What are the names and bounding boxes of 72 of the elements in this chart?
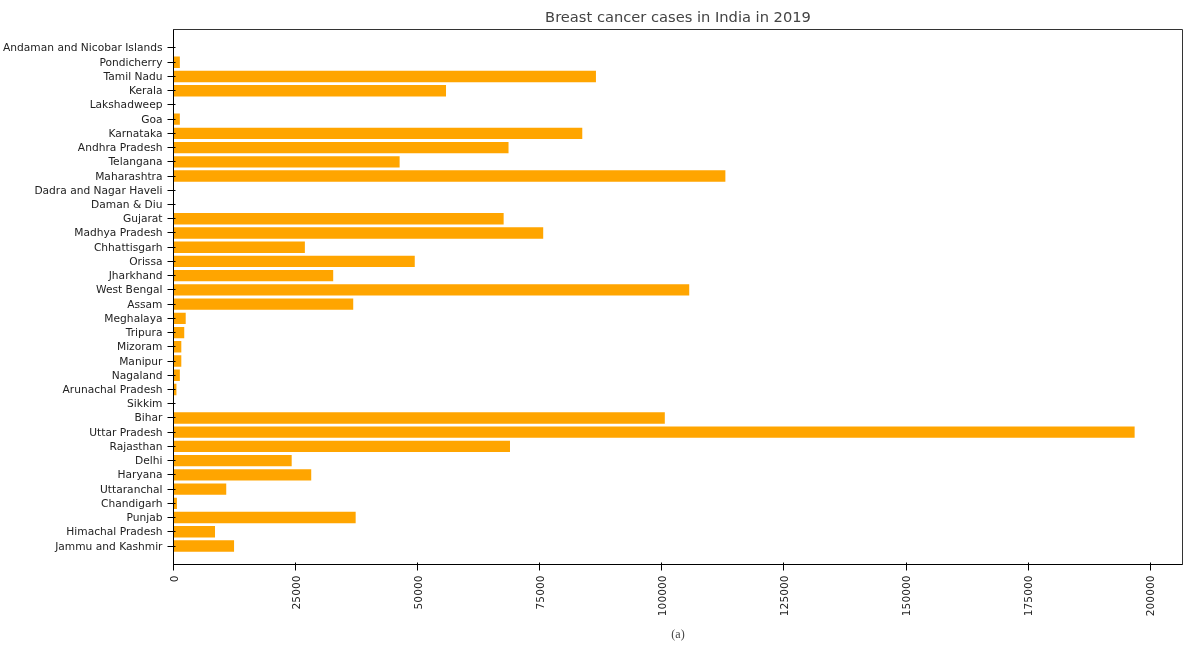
bar xyxy=(173,540,235,552)
y-tick-label: Jammu and Kashmir xyxy=(54,539,164,553)
bar xyxy=(173,426,1135,438)
y-tick-label: Orissa xyxy=(129,254,163,268)
bar xyxy=(173,84,447,97)
bar xyxy=(173,526,216,538)
y-tick-label: Lakshadweep xyxy=(89,98,163,112)
bar xyxy=(173,469,312,481)
y-tick-label: Haryana xyxy=(117,468,163,482)
x-tick-label: 150000 xyxy=(900,575,914,617)
y-tick-label: Daman & Diu xyxy=(91,198,163,212)
bar xyxy=(173,70,596,83)
y-tick-label: Andhra Pradesh xyxy=(77,141,163,155)
bar xyxy=(173,255,415,268)
y-tick-label: Himachal Pradesh xyxy=(66,525,163,539)
bar xyxy=(173,113,180,125)
y-tick-label: West Bengal xyxy=(96,283,163,297)
bar xyxy=(173,312,186,325)
y-tick-label: Meghalaya xyxy=(104,311,163,325)
bar xyxy=(173,127,583,140)
bar xyxy=(173,156,400,168)
y-tick-label: Maharashtra xyxy=(95,169,163,183)
bar xyxy=(173,440,510,453)
y-tick-label: Punjab xyxy=(126,511,163,525)
bar xyxy=(173,355,182,367)
text: (a) xyxy=(671,626,685,641)
y-tick-label: Pondicherry xyxy=(99,55,163,69)
y-tick-label: Nagaland xyxy=(111,368,163,382)
bar xyxy=(173,412,665,424)
y-tick-label: Goa xyxy=(141,112,163,126)
y-tick-label: Kerala xyxy=(129,84,163,98)
bar xyxy=(173,170,726,182)
x-tick-label: 50000 xyxy=(411,575,425,610)
y-tick-label: Uttar Pradesh xyxy=(89,425,163,439)
y-tick-label: Assam xyxy=(127,297,163,311)
bar xyxy=(173,483,227,495)
y-tick-label: Tripura xyxy=(124,326,163,340)
x-tick-label: 75000 xyxy=(533,575,547,610)
y-tick-label: Gujarat xyxy=(122,212,163,226)
y-tick-label: Chandigarh xyxy=(101,496,163,510)
y-tick-label: Telangana xyxy=(107,155,163,169)
chart-title: Breast cancer cases in India in 2019 xyxy=(545,7,811,25)
bar xyxy=(173,298,354,310)
bar xyxy=(173,454,292,467)
y-tick-label: Dadra and Nagar Haveli xyxy=(34,183,163,197)
y-tick-label: Andaman and Nicobar Islands xyxy=(3,41,163,55)
bar xyxy=(173,227,544,239)
y-tick-label: Sikkim xyxy=(127,397,163,411)
bar xyxy=(173,213,504,225)
y-tick-label: Manipur xyxy=(119,354,164,368)
y-tick-label: Rajasthan xyxy=(109,439,163,453)
y-tick-label: Jharkhand xyxy=(107,269,163,283)
x-tick-label: 125000 xyxy=(777,575,791,617)
x-tick-label: 100000 xyxy=(655,575,669,617)
y-tick-label: Uttaranchal xyxy=(100,482,163,496)
y-tick-label: Madhya Pradesh xyxy=(74,226,163,240)
bar xyxy=(173,269,334,282)
y-tick-label: Chhattisgarh xyxy=(93,240,163,254)
x-tick-label: 0 xyxy=(167,575,181,583)
y-tick-label: Karnataka xyxy=(108,126,163,140)
y-tick-label: Mizoram xyxy=(116,340,163,354)
y-tick-label: Delhi xyxy=(135,454,163,468)
x-tick-label: 200000 xyxy=(1144,575,1158,617)
y-tick-label: Tamil Nadu xyxy=(102,69,163,83)
y-tick-label: Bihar xyxy=(134,411,164,425)
bar xyxy=(173,284,690,296)
bar xyxy=(173,141,509,154)
x-tick-label: 175000 xyxy=(1022,575,1036,617)
x-tick-label: 25000 xyxy=(289,575,303,610)
y-tick-label: Arunachal Pradesh xyxy=(62,382,163,396)
bar xyxy=(173,511,356,524)
bar xyxy=(173,241,305,253)
